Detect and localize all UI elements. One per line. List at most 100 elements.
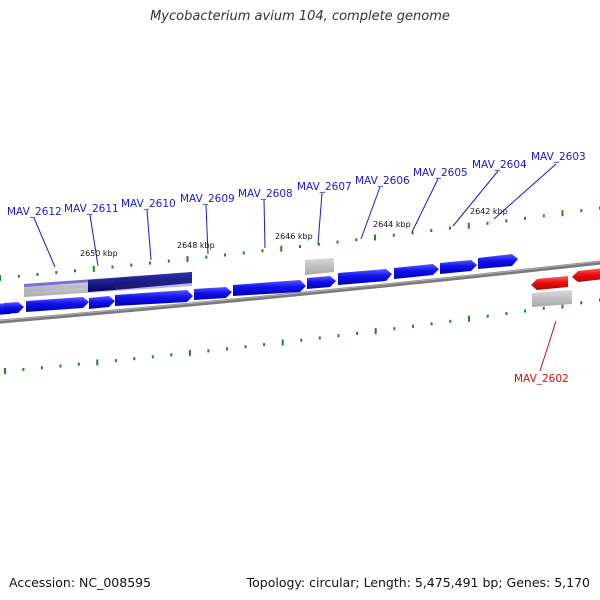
upper-tick-0 <box>0 275 1 281</box>
kbp-label-2650: 2650 kbp <box>80 249 118 258</box>
lower-tick-23 <box>430 322 433 326</box>
gene-arrow-mav-2601[interactable] <box>572 268 600 282</box>
upper-tick-13 <box>242 251 245 255</box>
lower-tick-17 <box>318 336 321 340</box>
upper-tick-17 <box>317 242 320 246</box>
gene-label-mav-2607[interactable]: MAV_2607 <box>297 181 352 193</box>
lower-tick-2 <box>40 366 43 370</box>
upper-tick-25 <box>467 222 470 229</box>
kbp-labels: 2650 kbp 2648 kbp 2646 kbp 2644 kbp 2642… <box>80 207 508 258</box>
map-title: Mycobacterium avium 104, complete genome <box>150 9 450 24</box>
gene-arrow-mav-2608[interactable] <box>233 280 306 296</box>
lower-tick-25 <box>468 315 470 322</box>
gene-label-mav-2612[interactable]: MAV_2612 <box>7 206 62 218</box>
lower-tick-12 <box>226 347 228 351</box>
gene-arrow-mav-2610[interactable] <box>115 290 193 306</box>
lower-tick-1 <box>22 367 25 371</box>
lower-tick-26 <box>486 314 489 318</box>
gene-label-mav-2602[interactable]: MAV_2602 <box>514 373 569 385</box>
label-leaders <box>33 163 557 372</box>
gene-arrow-mav-2605[interactable] <box>394 264 439 279</box>
lower-tick-10 <box>188 349 191 356</box>
lower-tick-13 <box>244 345 247 349</box>
lower-tick-7 <box>133 357 136 361</box>
lower-tick-27 <box>505 312 508 316</box>
lower-tick-28 <box>524 309 527 313</box>
lower-tick-22 <box>412 324 414 328</box>
lower-tick-20 <box>374 328 377 335</box>
kbp-label-2646: 2646 kbp <box>275 232 313 241</box>
lower-tick-29 <box>542 306 545 310</box>
gene-arrow-mav-2611[interactable] <box>89 296 115 309</box>
upper-tick-27 <box>505 219 508 223</box>
upper-tick-16 <box>299 245 301 248</box>
upper-tick-1 <box>17 274 20 278</box>
lower-tick-30 <box>561 302 564 309</box>
upper-tick-28 <box>524 216 526 220</box>
upper-tick-30 <box>561 210 564 217</box>
upper-tick-9 <box>167 259 170 263</box>
upper-tick-2 <box>36 272 39 276</box>
grey-feature-2602[interactable] <box>532 290 572 307</box>
gene-label-mav-2605[interactable]: MAV_2605 <box>413 167 468 179</box>
upper-tick-18 <box>336 240 339 244</box>
gene-arrow-mav-2611-selected[interactable] <box>88 278 114 292</box>
gene-arrow-mav-2612b[interactable] <box>26 297 89 312</box>
lower-tick-4 <box>77 362 80 366</box>
gene-label-mav-2608[interactable]: MAV_2608 <box>238 188 293 200</box>
grey-feature-2607[interactable] <box>305 258 334 275</box>
upper-tick-19 <box>355 238 358 242</box>
lower-tick-5 <box>96 359 99 366</box>
lower-tick-9 <box>170 353 173 357</box>
gene-arrow-mav-2610-selected[interactable] <box>114 272 192 290</box>
upper-tick-3 <box>55 271 58 275</box>
gene-arrow-mav-2603[interactable] <box>478 254 518 269</box>
gene-label-mav-2604[interactable]: MAV_2604 <box>472 159 527 171</box>
upper-tick-8 <box>149 261 151 265</box>
gene-labels: MAV_2612 MAV_2611 MAV_2610 MAV_2609 MAV_… <box>7 151 586 385</box>
lower-tick-16 <box>300 338 303 342</box>
upper-tick-21 <box>392 233 395 237</box>
lower-tick-6 <box>114 359 117 363</box>
genome-backbone <box>0 260 600 324</box>
lower-tick-19 <box>356 331 359 335</box>
gene-label-mav-2603[interactable]: MAV_2603 <box>531 151 586 163</box>
upper-tick-26 <box>486 221 489 225</box>
lower-tick-8 <box>151 355 154 359</box>
kbp-label-2648: 2648 kbp <box>177 241 215 250</box>
gene-arrow-mav-2612[interactable] <box>4 302 24 314</box>
lower-tick-3 <box>59 364 62 368</box>
upper-tick-4 <box>74 269 76 273</box>
upper-tick-29 <box>542 214 545 218</box>
upper-tick-15 <box>280 245 283 252</box>
genome-info-text: Topology: circular; Length: 5,475,491 bp… <box>246 575 590 590</box>
gene-label-mav-2611[interactable]: MAV_2611 <box>64 203 119 215</box>
lower-tick-24 <box>449 319 452 323</box>
gene-label-mav-2606[interactable]: MAV_2606 <box>355 175 410 187</box>
gene-arrow-mav-2606[interactable] <box>338 269 392 285</box>
gene-arrow-mav-2609[interactable] <box>194 287 232 300</box>
upper-tick-22 <box>411 231 414 235</box>
gene-arrow-mav-2602[interactable] <box>531 276 568 290</box>
lower-tick-18 <box>337 334 340 338</box>
grey-features <box>305 258 572 307</box>
upper-tick-10 <box>186 256 189 263</box>
reverse-genes <box>531 268 600 290</box>
genome-backbone-highlight <box>0 261 600 322</box>
lower-tick-21 <box>393 327 396 331</box>
lower-tick-0 <box>4 368 6 374</box>
gene-label-mav-2610[interactable]: MAV_2610 <box>121 198 176 210</box>
lower-tick-14 <box>263 343 266 347</box>
upper-tick-20 <box>374 234 376 241</box>
upper-tick-6 <box>111 265 114 269</box>
upper-tick-12 <box>224 253 226 257</box>
gene-label-mav-2609[interactable]: MAV_2609 <box>180 193 235 205</box>
gene-arrow-mav-2607[interactable] <box>307 276 336 289</box>
upper-tick-7 <box>130 263 133 267</box>
upper-tick-24 <box>449 226 451 230</box>
lower-tick-15 <box>281 339 284 346</box>
upper-tick-23 <box>430 229 433 232</box>
position-ticks <box>0 206 600 374</box>
gene-arrow-mav-2604[interactable] <box>440 260 477 274</box>
